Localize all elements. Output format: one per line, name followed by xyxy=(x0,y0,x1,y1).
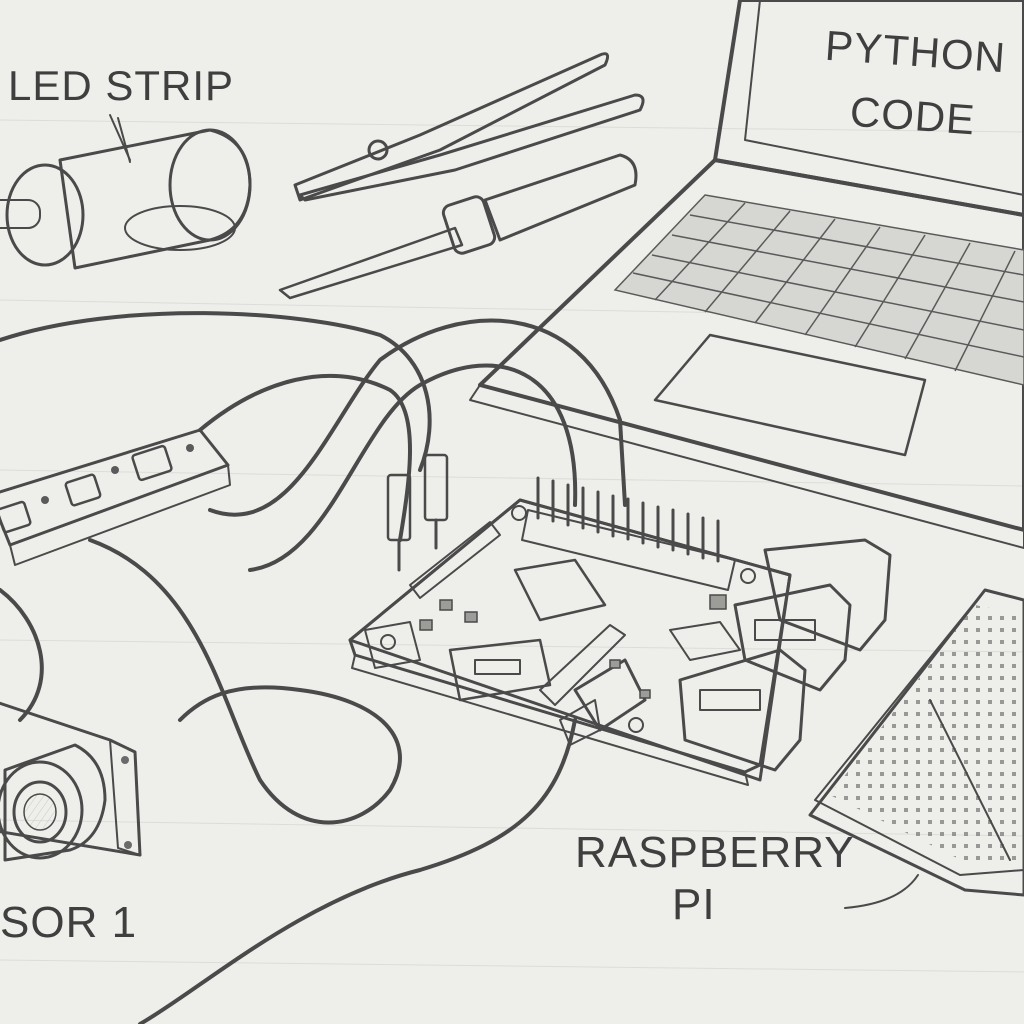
cpu-chip xyxy=(513,558,607,622)
gpio-header xyxy=(521,476,736,591)
pliers-icon xyxy=(293,52,645,202)
led-strip-label: LED STRIP xyxy=(8,62,235,109)
laptop-icon xyxy=(469,0,1024,549)
raspberry-pi-board-icon xyxy=(348,476,892,786)
soldering-iron-icon xyxy=(0,114,252,270)
led-strip-board-icon xyxy=(0,428,231,566)
usb-port-upper xyxy=(733,583,852,692)
laptop-trackpad xyxy=(653,333,927,457)
ultrasonic-sensor-icon xyxy=(0,701,142,862)
sensor-label: SOR 1 xyxy=(0,898,138,947)
label-leader-lines xyxy=(117,117,919,909)
raspberry-pi-label-line2: PI xyxy=(672,880,716,929)
python-code-label-line2: CODE xyxy=(848,87,977,144)
breadboard-icon xyxy=(808,588,1024,897)
hdmi-port xyxy=(448,638,552,702)
wires xyxy=(0,311,627,1024)
jumper-plugs xyxy=(386,453,449,572)
usb-port-lower xyxy=(678,648,807,772)
raspberry-pi-label-line1: RASPBERRY xyxy=(575,828,855,877)
screwdriver-icon xyxy=(278,153,638,300)
laptop-keyboard xyxy=(613,194,1024,386)
